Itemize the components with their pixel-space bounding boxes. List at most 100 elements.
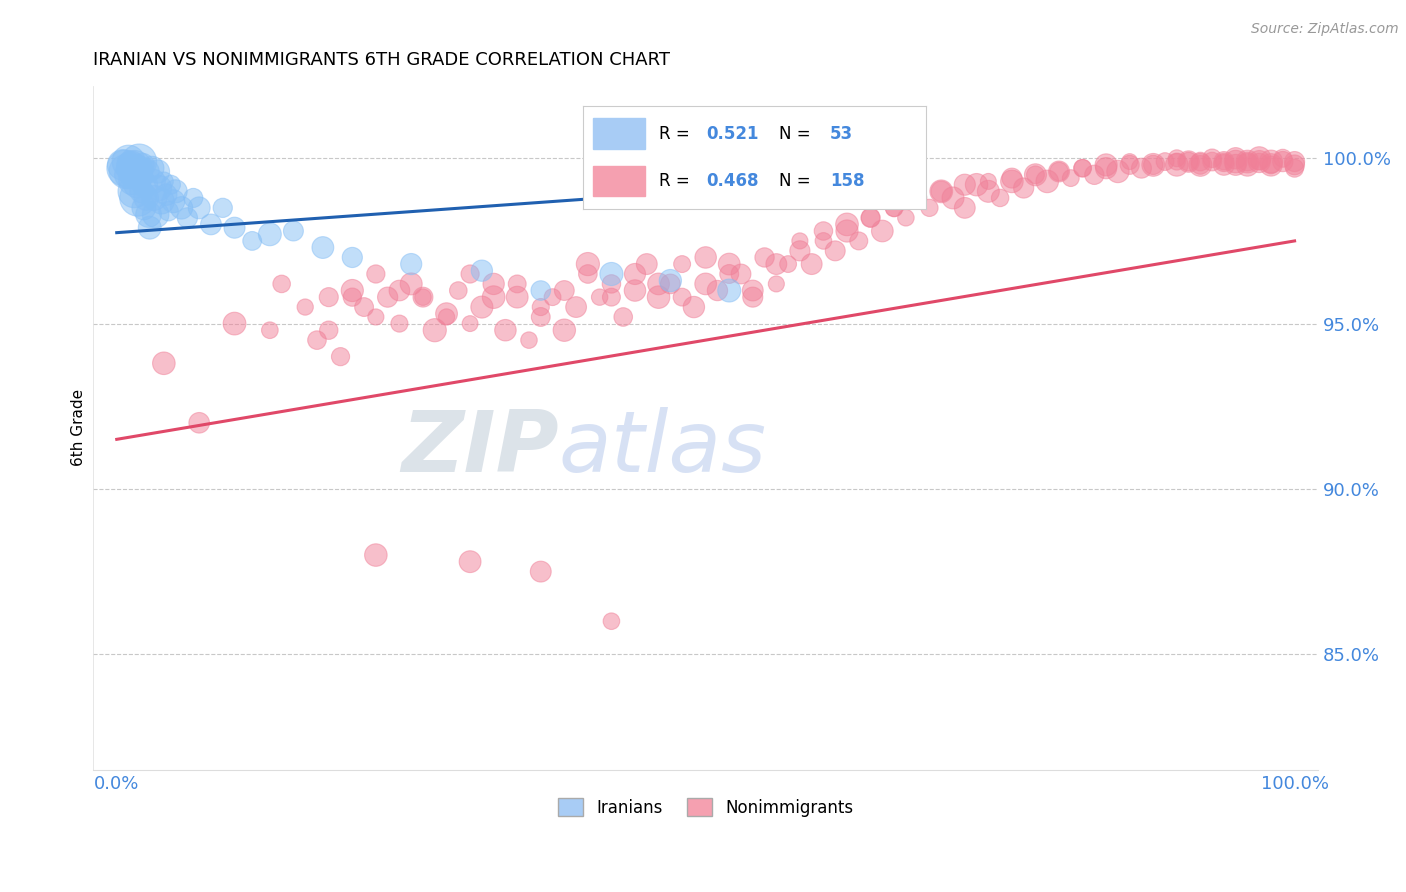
Point	[111, 158, 134, 172]
Point	[143, 191, 166, 205]
Point	[695, 251, 717, 265]
Point	[1001, 174, 1024, 188]
Point	[942, 191, 965, 205]
Point	[117, 168, 139, 182]
Point	[1201, 154, 1223, 169]
Point	[683, 300, 706, 314]
Point	[176, 211, 198, 225]
Point	[1212, 154, 1234, 169]
Point	[718, 257, 741, 271]
Point	[778, 257, 800, 271]
Point	[399, 257, 422, 271]
Point	[1142, 158, 1164, 172]
Y-axis label: 6th Grade: 6th Grade	[72, 389, 86, 467]
Point	[240, 234, 263, 248]
Point	[1225, 154, 1247, 169]
Point	[162, 194, 184, 209]
Point	[659, 277, 682, 291]
Point	[789, 234, 811, 248]
Point	[929, 184, 952, 198]
Point	[129, 171, 152, 186]
Point	[447, 284, 470, 298]
Point	[1212, 158, 1234, 172]
Point	[270, 277, 292, 291]
Point	[647, 290, 669, 304]
Point	[471, 300, 494, 314]
Point	[114, 161, 136, 176]
Point	[953, 201, 976, 215]
Point	[600, 290, 623, 304]
Point	[1236, 158, 1258, 172]
Point	[754, 251, 776, 265]
Point	[364, 310, 387, 324]
Point	[188, 201, 211, 215]
Point	[883, 201, 905, 215]
Point	[134, 178, 156, 192]
Point	[1284, 161, 1306, 176]
Point	[1166, 151, 1188, 165]
Point	[181, 191, 204, 205]
Point	[859, 211, 882, 225]
Point	[364, 267, 387, 281]
Point	[718, 267, 741, 281]
Point	[1107, 164, 1129, 178]
Text: atlas: atlas	[558, 407, 766, 490]
Point	[412, 290, 434, 304]
Point	[636, 257, 658, 271]
Point	[918, 201, 941, 215]
Point	[624, 267, 647, 281]
Point	[364, 548, 387, 562]
Point	[706, 284, 728, 298]
Point	[138, 220, 160, 235]
Point	[125, 178, 148, 192]
Point	[859, 211, 882, 225]
Point	[135, 191, 157, 205]
Point	[482, 290, 505, 304]
Point	[588, 290, 610, 304]
Point	[115, 164, 138, 178]
Point	[131, 158, 153, 172]
Point	[312, 241, 335, 255]
Point	[671, 257, 693, 271]
Point	[224, 317, 246, 331]
Point	[318, 290, 340, 304]
Point	[530, 300, 553, 314]
Text: Source: ZipAtlas.com: Source: ZipAtlas.com	[1251, 22, 1399, 37]
Point	[353, 300, 375, 314]
Point	[1001, 171, 1024, 186]
Point	[741, 284, 763, 298]
Point	[1060, 171, 1083, 186]
Point	[124, 161, 146, 176]
Point	[1012, 181, 1035, 195]
Point	[121, 174, 143, 188]
Point	[342, 251, 364, 265]
Point	[342, 284, 364, 298]
Point	[436, 310, 458, 324]
Point	[1284, 154, 1306, 169]
Point	[576, 267, 599, 281]
Point	[1036, 174, 1059, 188]
Point	[1071, 161, 1094, 176]
Point	[145, 207, 167, 221]
Point	[530, 284, 553, 298]
Legend: Iranians, Nonimmigrants: Iranians, Nonimmigrants	[551, 792, 860, 823]
Point	[730, 267, 752, 281]
Point	[1095, 161, 1118, 176]
Point	[1225, 151, 1247, 165]
Point	[977, 184, 1000, 198]
Point	[1177, 154, 1199, 169]
Point	[600, 614, 623, 628]
Point	[1177, 154, 1199, 169]
Point	[1189, 158, 1212, 172]
Point	[155, 187, 177, 202]
Point	[211, 201, 233, 215]
Point	[553, 284, 575, 298]
Point	[153, 356, 176, 370]
Point	[1095, 158, 1118, 172]
Point	[1071, 161, 1094, 176]
Point	[800, 257, 823, 271]
Point	[953, 178, 976, 192]
Point	[458, 267, 481, 281]
Point	[224, 220, 246, 235]
Point	[458, 317, 481, 331]
